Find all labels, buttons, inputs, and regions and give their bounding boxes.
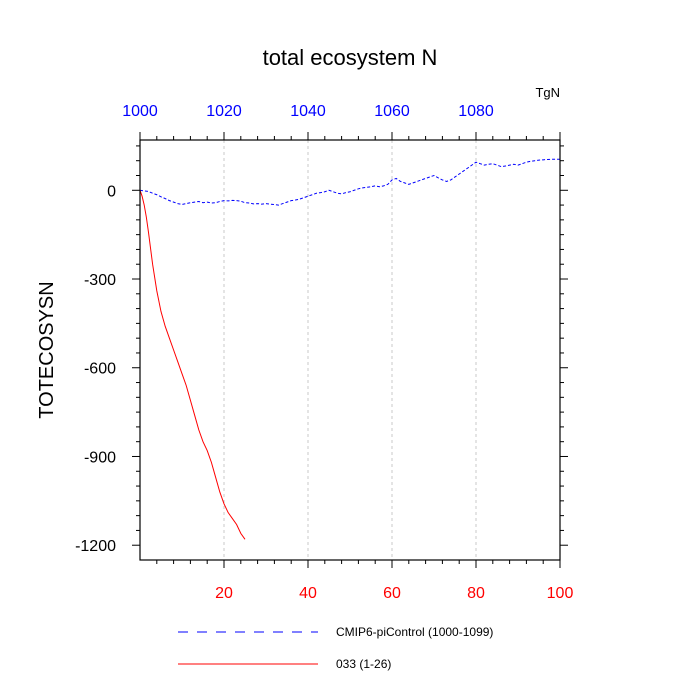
axis-ticks: 20 40 60 80 100 1000 1020 1040 1060 1080 0 -300 -600… [75, 103, 573, 602]
y-tick-label: -1200 [75, 538, 116, 555]
legend-entry: CMIP6-piControl (1000-1099) [336, 625, 493, 639]
plot-frame [139, 139, 561, 561]
series-line-piControl [139, 158, 560, 206]
bottom-tick-label: 40 [299, 585, 317, 602]
y-tick-label: -300 [84, 272, 116, 289]
plot-series [139, 158, 560, 540]
series-line-run-033 [139, 190, 246, 540]
y-tick-label: -600 [84, 361, 116, 378]
bottom-tick-label: 80 [467, 585, 485, 602]
units-label: TgN [535, 85, 560, 100]
bottom-tick-label: 100 [547, 585, 574, 602]
top-tick-label: 1020 [206, 103, 242, 120]
top-tick-label: 1080 [458, 103, 494, 120]
top-tick-label: 1040 [290, 103, 326, 120]
top-tick-label: 1060 [374, 103, 410, 120]
y-tick-label: 0 [107, 183, 116, 200]
grid-lines [223, 140, 477, 560]
y-axis-label: TOTECOSYSN [36, 281, 58, 418]
top-tick-label: 1000 [122, 103, 158, 120]
legend: CMIP6-piControl (1000-1099) 033 (1-26) [178, 625, 493, 671]
legend-entry: 033 (1-26) [336, 657, 391, 671]
y-tick-label: -900 [84, 449, 116, 466]
bottom-tick-label: 60 [383, 585, 401, 602]
bottom-tick-label: 20 [215, 585, 233, 602]
chart-title: total ecosystem N [263, 45, 438, 70]
